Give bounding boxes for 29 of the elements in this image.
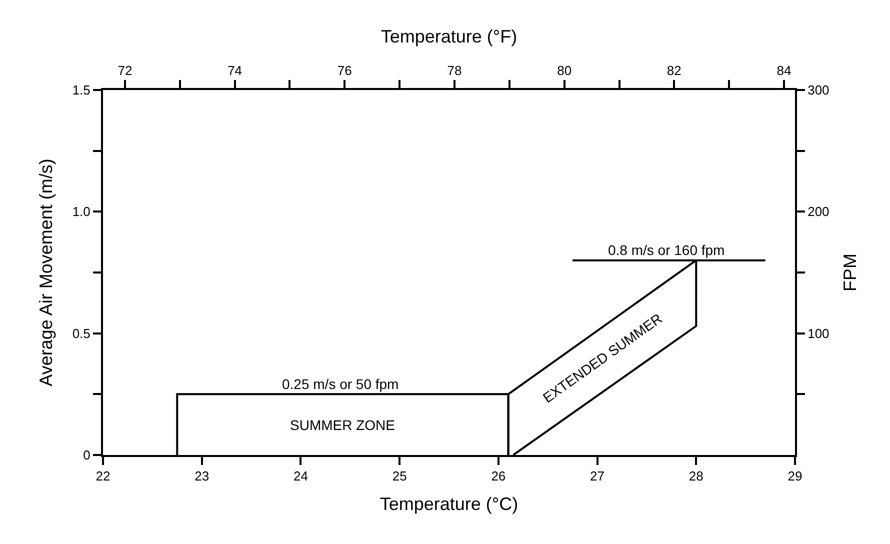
x-axis-title: Temperature (°C) xyxy=(380,494,518,514)
x2-tick-label: 78 xyxy=(447,62,462,78)
y-tick-label: 1.5 xyxy=(72,82,90,98)
annotation: 0.25 m/s or 50 fpm xyxy=(282,376,399,392)
y2-tick-label: 100 xyxy=(808,326,830,341)
annotation: 0.8 m/s or 160 fpm xyxy=(608,242,725,258)
x2-tick-label: 84 xyxy=(776,62,792,78)
y-tick-label: 1.0 xyxy=(72,204,90,220)
annotation: SUMMER ZONE xyxy=(290,417,395,433)
x-tick-label: 29 xyxy=(788,468,802,484)
y2-axis-title: FPM xyxy=(840,254,860,292)
x2-tick-label: 74 xyxy=(228,62,242,78)
y-axis-title: Average Air Movement (m/s) xyxy=(36,158,56,386)
x-tick-label: 24 xyxy=(293,468,308,484)
x-tick-label: 27 xyxy=(590,468,605,484)
x-tick-label: 25 xyxy=(392,468,407,484)
x2-tick-label: 82 xyxy=(666,62,682,78)
x2-tick-label: 72 xyxy=(118,62,132,78)
x2-tick-label: 76 xyxy=(337,62,352,78)
y2-tick-label: 200 xyxy=(808,204,830,220)
x2-tick-label: 80 xyxy=(557,62,572,78)
x2-axis-title: Temperature (°F) xyxy=(380,26,518,46)
x-tick-label: 26 xyxy=(491,468,506,484)
x-tick-label: 22 xyxy=(96,468,110,484)
y-tick-label: 0 xyxy=(83,448,90,463)
x-tick-label: 28 xyxy=(688,468,704,484)
x-tick-label: 23 xyxy=(194,468,210,484)
y2-tick-label: 300 xyxy=(808,82,830,98)
y-tick-label: 0.5 xyxy=(72,326,90,341)
